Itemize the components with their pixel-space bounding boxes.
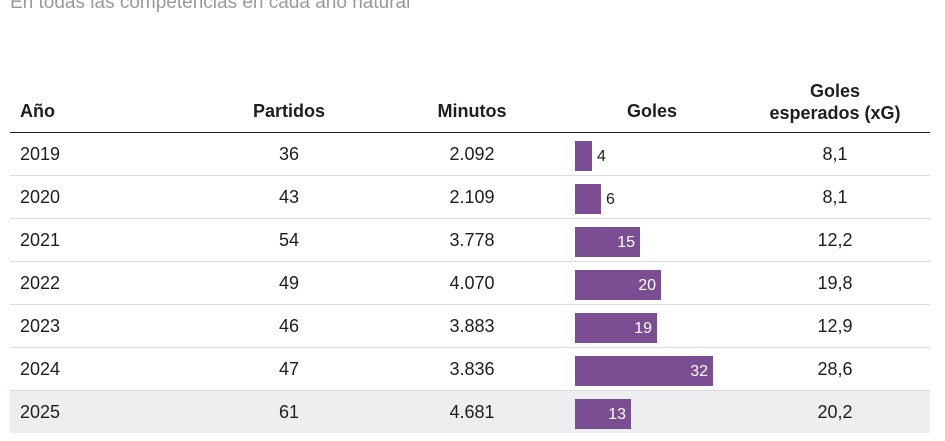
cell-xg: 8,1 [822, 187, 848, 207]
header-goles: Goles [626, 101, 678, 121]
cell-minutos: 2.109 [449, 187, 495, 207]
cell-year: 2021 [20, 230, 61, 250]
table-row: 2024 47 3.836 32 28,6 [10, 348, 930, 391]
table-row: 2023 46 3.883 19 12,9 [10, 305, 930, 348]
cell-minutos: 3.778 [449, 230, 495, 250]
goles-bar [575, 141, 592, 171]
cell-xg: 8,1 [822, 144, 848, 164]
stats-table: Año Partidos Minutos Goles Goles esperad… [10, 81, 930, 433]
cell-minutos: 4.070 [449, 273, 495, 293]
cell-partidos: 49 [278, 273, 300, 293]
cell-partidos: 61 [278, 402, 300, 422]
cell-xg: 20,2 [817, 402, 853, 422]
cell-year: 2025 [20, 402, 61, 422]
cell-year: 2019 [20, 144, 61, 164]
cell-partidos: 54 [278, 230, 300, 250]
cell-xg: 19,8 [817, 273, 853, 293]
goles-bar [575, 356, 713, 386]
header-partidos: Partidos [252, 101, 326, 121]
cell-partidos: 36 [278, 144, 300, 164]
table-row: 2022 49 4.070 20 19,8 [10, 262, 930, 305]
goles-bar [575, 270, 661, 300]
goles-bar [575, 184, 601, 214]
table-body: 2019 36 2.092 4 8,1 2020 43 2.109 6 8,1 2021 54 3.77… [10, 133, 930, 433]
goles-bar-label: 15 [617, 234, 635, 251]
cell-minutos: 3.883 [449, 316, 495, 336]
table-row: 2025 61 4.681 13 20,2 [10, 391, 930, 433]
goles-bar-label: 19 [634, 320, 652, 337]
table-row: 2019 36 2.092 4 8,1 [10, 133, 930, 176]
goles-bar-label: 4 [597, 148, 606, 165]
header-xg: Goles esperados (xG) [750, 80, 920, 124]
chart-subtitle: En todas las competencias en cada año na… [10, 0, 411, 13]
cell-xg: 12,9 [817, 316, 853, 336]
goles-bar-label: 32 [690, 363, 708, 380]
header-year: Año [20, 101, 55, 121]
cell-minutos: 2.092 [449, 144, 495, 164]
cell-minutos: 4.681 [449, 402, 495, 422]
cell-year: 2020 [20, 187, 61, 207]
goles-bar [575, 399, 631, 429]
table-row: 2020 43 2.109 6 8,1 [10, 176, 930, 219]
cell-partidos: 46 [278, 316, 300, 336]
goles-bar-label: 6 [606, 191, 615, 208]
header-minutos: Minutos [437, 101, 507, 121]
cell-year: 2022 [20, 273, 61, 293]
goles-bar-label: 20 [638, 277, 656, 294]
cell-partidos: 47 [278, 359, 300, 379]
table-row: 2021 54 3.778 15 12,2 [10, 219, 930, 262]
cell-xg: 12,2 [817, 230, 853, 250]
header-xg-line1: Goles [809, 81, 861, 101]
goles-bar-label: 13 [608, 406, 626, 423]
table-header: Año Partidos Minutos Goles Goles esperad… [10, 81, 930, 133]
goles-bar [575, 227, 640, 257]
header-xg-line2: esperados (xG) [769, 103, 901, 123]
cell-year: 2024 [20, 359, 61, 379]
goles-bar [575, 313, 657, 343]
cell-xg: 28,6 [817, 359, 853, 379]
cell-minutos: 3.836 [449, 359, 495, 379]
cell-year: 2023 [20, 316, 61, 336]
cell-partidos: 43 [278, 187, 300, 207]
